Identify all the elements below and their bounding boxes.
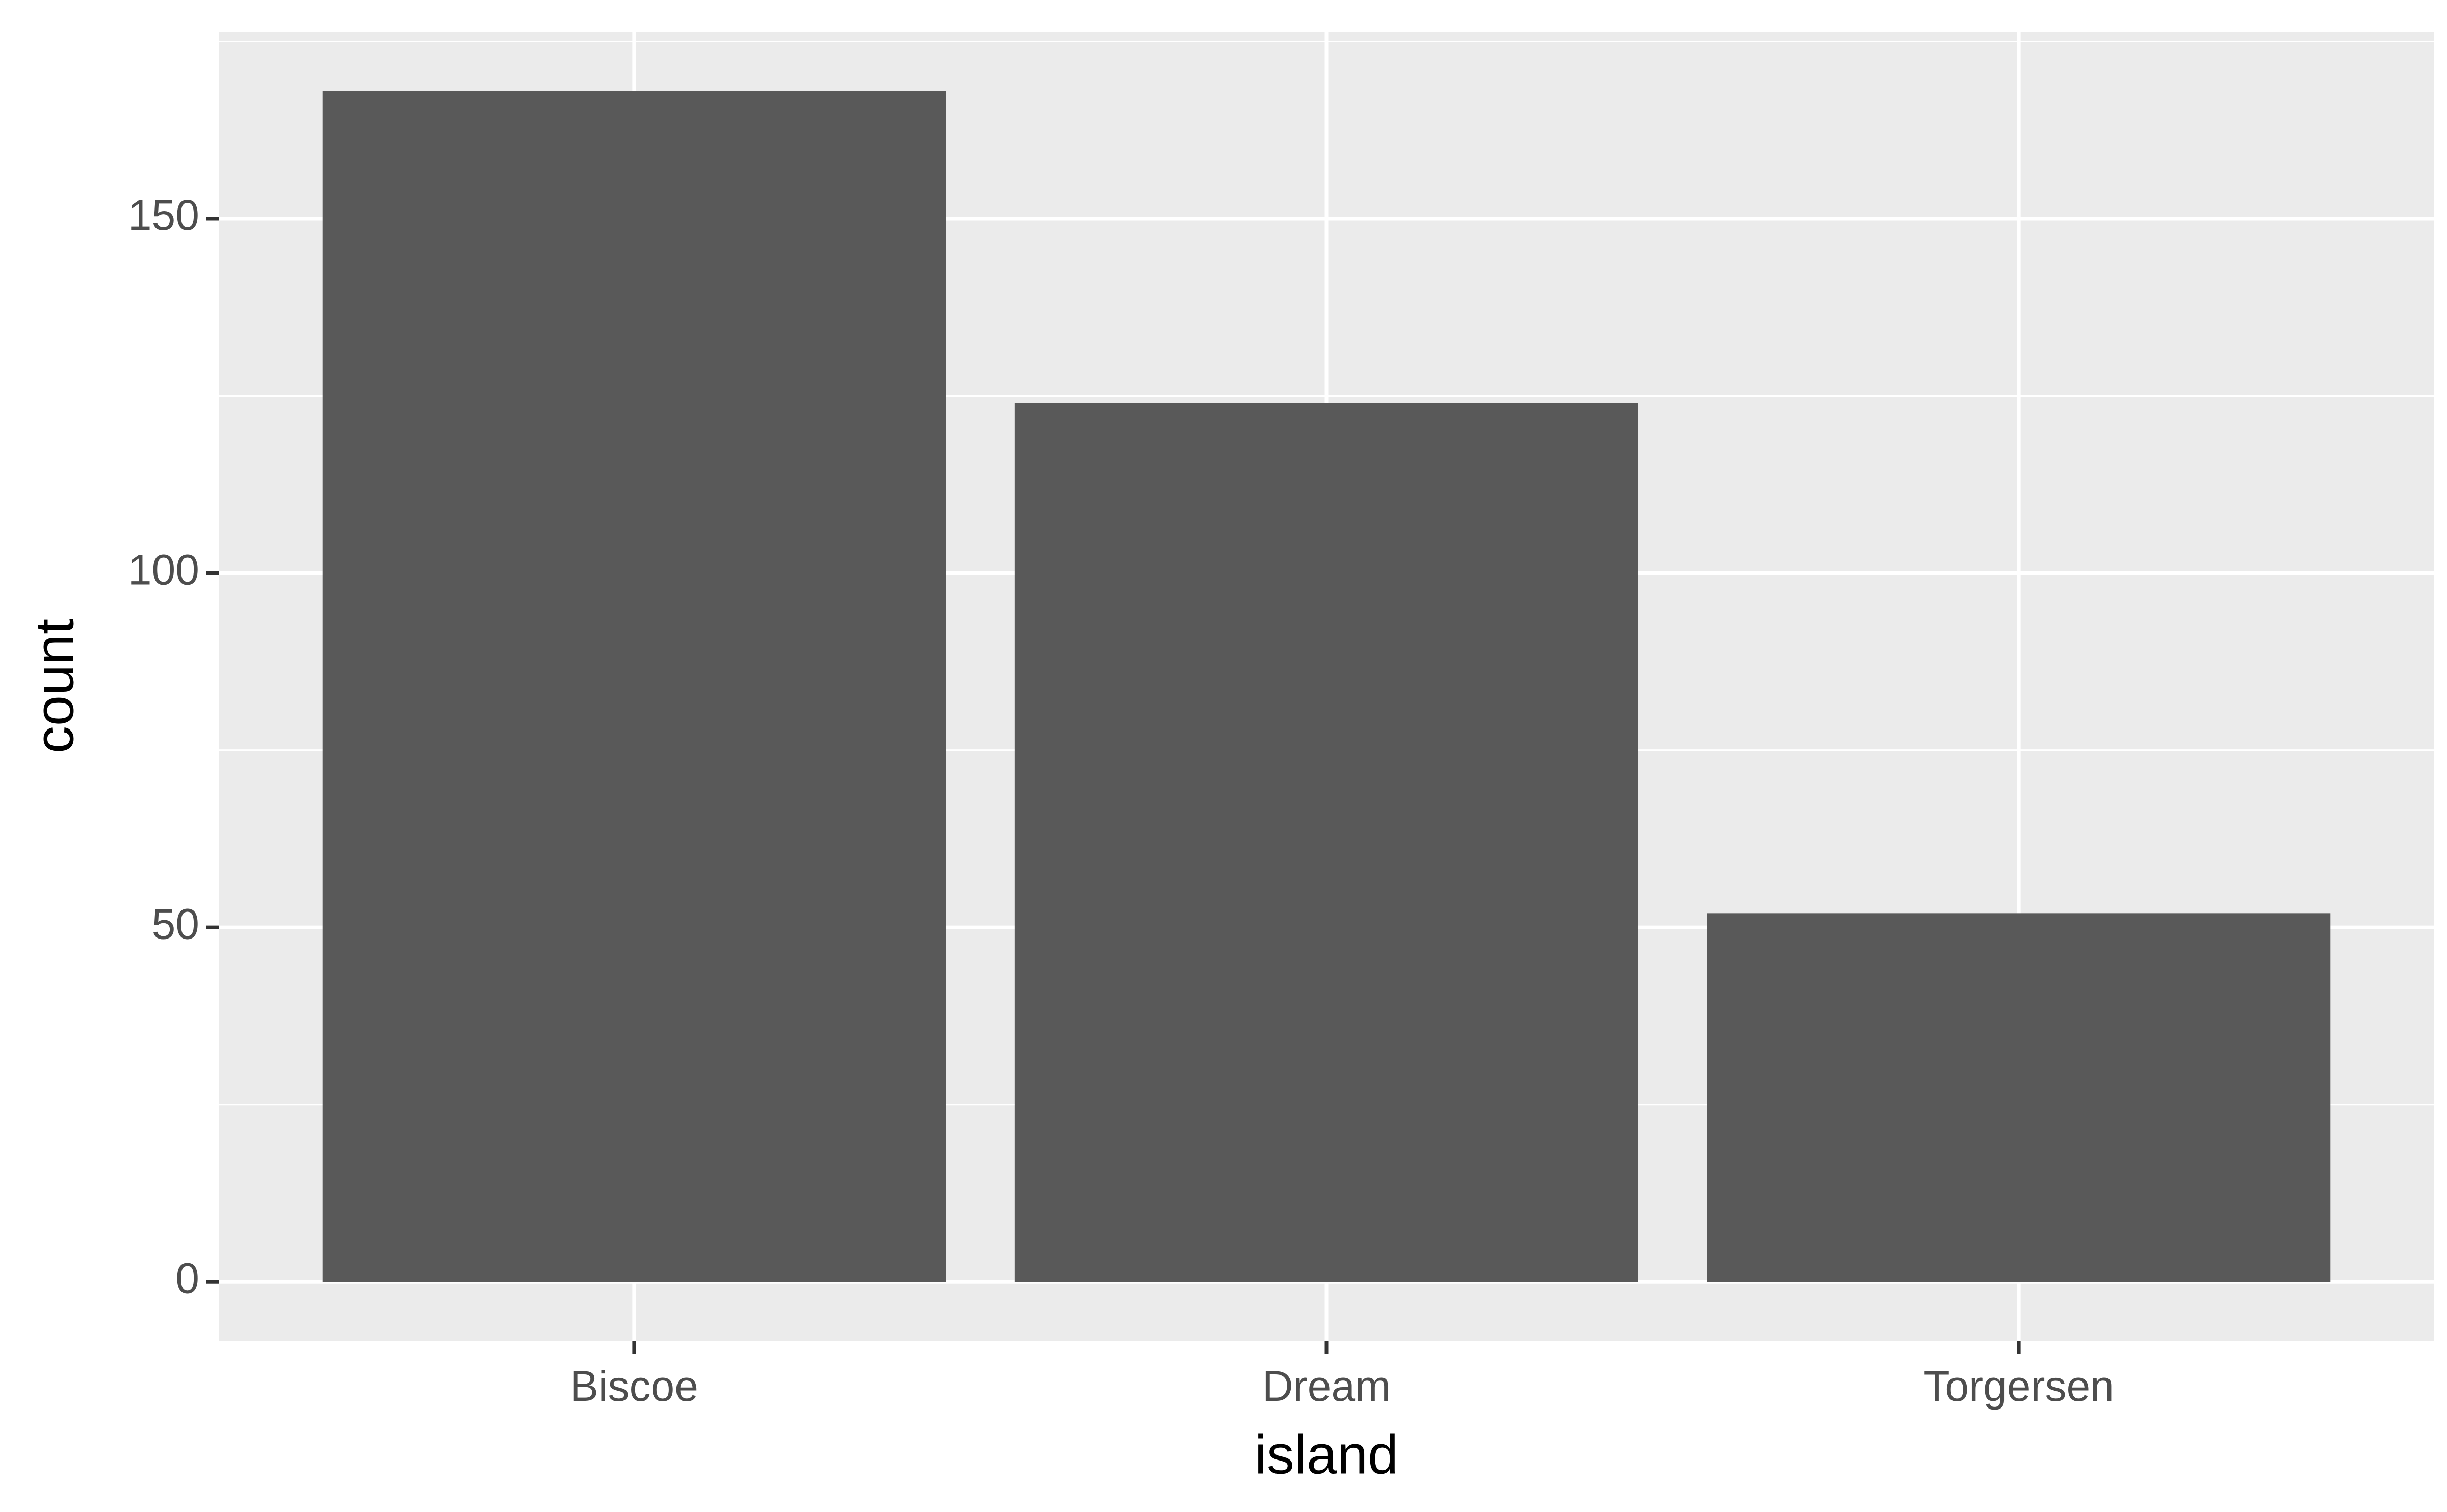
bar bbox=[1014, 403, 1638, 1282]
x-tick-label: Dream bbox=[1262, 1362, 1391, 1410]
y-axis-title: count bbox=[23, 619, 85, 753]
bar bbox=[322, 91, 946, 1282]
y-tick-label: 50 bbox=[152, 900, 199, 948]
y-tick-label: 150 bbox=[128, 191, 199, 239]
x-axis-title: island bbox=[1255, 1424, 1398, 1485]
bar bbox=[1707, 913, 2331, 1282]
x-tick-label: Biscoe bbox=[570, 1362, 698, 1410]
y-tick-label: 100 bbox=[128, 545, 199, 593]
y-tick-label: 0 bbox=[175, 1254, 199, 1302]
x-tick-label: Torgersen bbox=[1923, 1362, 2114, 1410]
